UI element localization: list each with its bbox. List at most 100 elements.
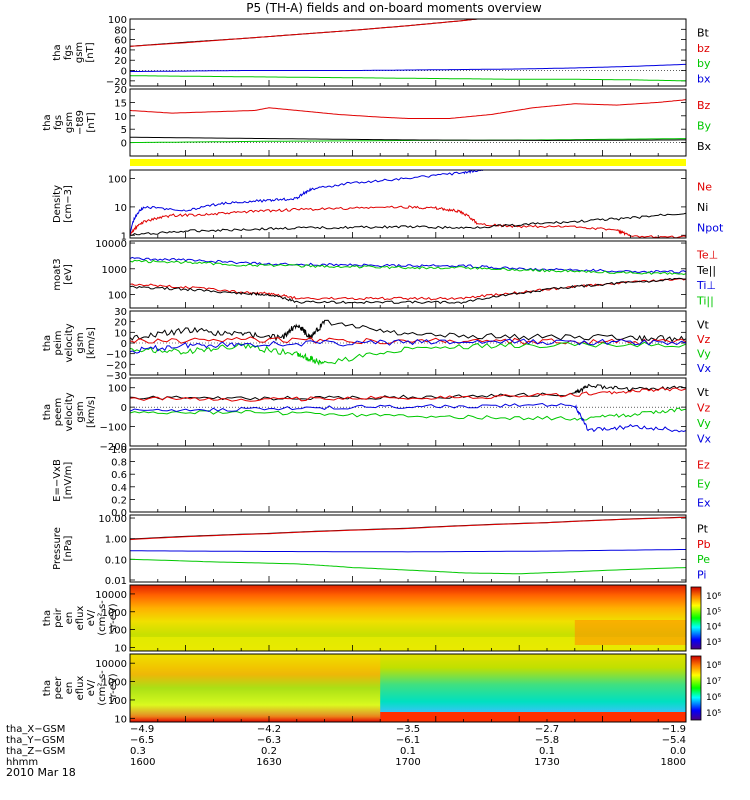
peer-spectrogram-ylabel-line: (cm²-s- <box>97 670 108 706</box>
time-axis-value: −4.9 <box>130 724 154 735</box>
peer-spectrogram-ytick-label: 100 <box>108 696 127 707</box>
peer-spectrogram-ylabel-line: eflux <box>75 676 86 701</box>
fgs-t89-ytick-label: 20 <box>114 85 127 96</box>
peim-velocity-series-3 <box>129 338 687 354</box>
time-axis-value: 1800 <box>661 757 686 768</box>
fgs-t89-legend-1: By <box>697 120 712 133</box>
peim-velocity-ytick-label: −10 <box>106 350 127 361</box>
fgs-t89-ytick-label: 10 <box>114 112 127 123</box>
peim-velocity-series-0 <box>129 319 687 343</box>
density-legend-0: Ne <box>697 180 712 193</box>
fgs-gsm-legend-1: bz <box>697 42 710 55</box>
fgs-gsm-ytick-label: −20 <box>106 77 127 88</box>
temperature-frame <box>129 240 687 309</box>
efield-ytick-label: 0.2 <box>111 495 127 506</box>
peim-velocity-legend-0: Vt <box>697 318 710 331</box>
time-axis-value: 1700 <box>395 757 420 768</box>
fgs-t89-legend-0: Bz <box>697 99 711 112</box>
temperature-ylabel-line: [eV] <box>63 264 74 285</box>
temperature-ytick-label: 1000 <box>102 265 127 276</box>
temperature-legend-2: Ti⊥ <box>696 279 716 292</box>
panel-efield: 1.0 0.80.6 0.40.2 0.0 E=−VxB [mV/m] Ez Ey Ex <box>52 445 711 519</box>
density-legend-1: Ni <box>697 201 708 214</box>
fgs-t89-ylabel-line: gsm <box>64 112 75 133</box>
pressure-ytick-label: 0.01 <box>105 576 127 587</box>
temperature-legend-3: Ti|| <box>696 294 714 307</box>
panel-fgs-t89: 20 15 10 5 0 tha fgs gsm −t89 [nT] Bz By Bx <box>42 85 712 157</box>
peem-velocity-ylabel-line: peem <box>53 398 64 426</box>
pressure-legend-3: Pi <box>697 568 706 581</box>
density-ytick-label: 1 <box>121 231 127 242</box>
peer-spectrogram-colorbar <box>690 655 702 721</box>
peem-velocity-series-3 <box>129 402 687 433</box>
peem-velocity-series-1 <box>129 387 687 402</box>
date-label: 2010 Mar 18 <box>6 766 76 779</box>
time-axis-value: −5.8 <box>535 735 559 746</box>
pressure-ytick-label: 10.00 <box>98 514 127 525</box>
peir-spectrogram-ylabel-line: tha <box>42 610 53 626</box>
fgs-t89-ytick-label: 15 <box>114 98 127 109</box>
time-axis-value: 0.0 <box>670 746 686 757</box>
panel-peer-spectrogram: 10⁸ 10⁷ 10⁶ 10⁵ 10000 1000 100 10 tha peer en eflux… <box>42 653 721 725</box>
fgs-gsm-ylabel-line: tha <box>52 44 63 60</box>
peir-spectrogram-ytick-label: 10 <box>114 643 127 654</box>
efield-ylabel-line: [mV/m] <box>63 462 74 500</box>
efield-ytick-label: 0.0 <box>111 508 127 519</box>
panel-peir-spectrogram: 10⁶ 10⁵ 10⁴ 10³ 10000 1000 100 10 tha peir en eflux… <box>42 584 721 654</box>
fgs-gsm-series-3 <box>129 63 686 73</box>
pressure-legend-2: Pe <box>697 553 710 566</box>
peim-velocity-ylabel-line: [km/s] <box>86 327 97 359</box>
peir-spectrogram-late-region <box>574 620 686 645</box>
time-axis-value: 1730 <box>534 757 559 768</box>
fgs-t89-series-0 <box>129 99 687 119</box>
fgs-gsm-series-1 <box>129 18 686 47</box>
peir-spectrogram-ylabel-line: sr-eV) <box>108 603 119 632</box>
peer-spectrogram-ylabel-line: eV/ <box>86 679 97 696</box>
time-axis-value: 0.1 <box>400 746 416 757</box>
peem-velocity-legend-1: Vz <box>697 401 711 414</box>
pressure-ytick-label: 0.10 <box>105 555 127 566</box>
fgs-gsm-ytick-label: 60 <box>114 36 127 47</box>
time-axis-value: −6.5 <box>130 735 154 746</box>
fgs-gsm-ylabel-line: [nT] <box>85 42 96 62</box>
fgs-t89-ylabel-line: [nT] <box>86 112 97 132</box>
temperature-ytick-label: 100 <box>108 291 127 302</box>
peer-spectrogram-colorbar-tick: 10⁵ <box>706 709 721 719</box>
fgs-gsm-ytick-label: 20 <box>114 56 127 67</box>
fgs-t89-ytick-label: 5 <box>121 125 127 136</box>
fgs-t89-ytick-label: 0 <box>121 139 127 150</box>
peer-spectrogram-ytick-label: 10000 <box>95 659 127 670</box>
peim-velocity-ytick-label: −30 <box>106 371 127 382</box>
peir-spectrogram-ylabel-line: eflux <box>75 606 86 631</box>
pressure-series-3 <box>130 549 686 553</box>
peem-velocity-legend-0: Vt <box>697 386 710 399</box>
temperature-series-2 <box>129 256 687 274</box>
peim-velocity-ytick-label: 0 <box>121 339 127 350</box>
peim-velocity-legend-2: Vy <box>697 347 711 360</box>
density-ytick-label: 10 <box>114 203 127 214</box>
peim-velocity-ylabel-line: velocity <box>64 323 75 362</box>
peir-spectrogram-colorbar-tick: 10⁴ <box>706 623 721 633</box>
efield-ytick-label: 0.4 <box>111 483 127 494</box>
density-ylabel-line: Density <box>52 185 63 223</box>
efield-ylabel-line: E=−VxB <box>52 459 63 502</box>
fgs-t89-ylabel-line: tha <box>42 114 53 130</box>
peem-velocity-ylabel-line: tha <box>42 404 53 420</box>
peer-spectrogram-ylabel-line: peer <box>53 676 64 700</box>
peir-spectrogram-colorbar-tick: 10³ <box>706 638 721 648</box>
pressure-series-2 <box>129 558 687 575</box>
time-axis-value: 1630 <box>256 757 281 768</box>
peir-spectrogram-ytick-label: 1000 <box>102 608 127 619</box>
panel-peem-velocity: 100 0 −100 −200 tha peem velocity gsm [km/s] Vt Vz… <box>42 377 712 453</box>
time-axis-value: 1600 <box>130 757 155 768</box>
peir-spectrogram-ylabel-line: peir <box>53 607 64 627</box>
time-axis-value: −2.7 <box>535 724 559 735</box>
pressure-series-1 <box>129 516 687 541</box>
peir-spectrogram-ytick-label: 100 <box>108 626 127 637</box>
peim-velocity-legend-3: Vx <box>697 362 712 375</box>
time-axis-value: 0.1 <box>539 746 555 757</box>
panel-temperature: 10000 1000 100 moat3 [eV] Te⊥ Te|| Ti⊥ Ti|| <box>52 239 718 309</box>
peir-spectrogram-ytick-label: 10000 <box>95 590 127 601</box>
